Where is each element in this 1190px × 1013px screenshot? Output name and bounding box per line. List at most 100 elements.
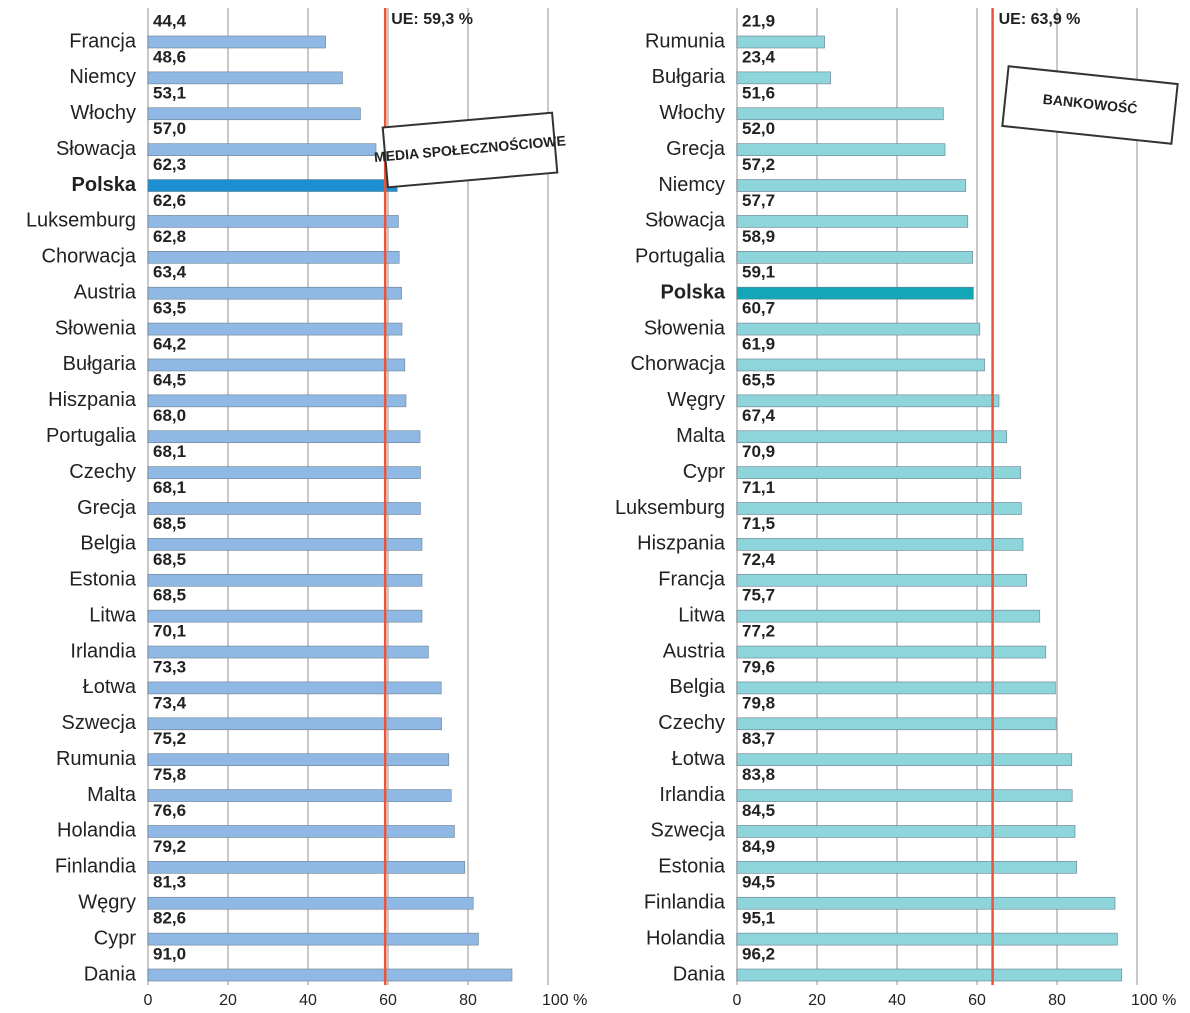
x-tick-label: 80 [1048,992,1066,1009]
bar [736,251,973,264]
bar [736,466,1021,479]
category-label: Szwecja [651,820,726,842]
bar [736,179,967,192]
category-label: Dania [673,963,726,985]
x-tick-label: 100 % [1131,992,1176,1009]
bar [147,466,421,479]
sticker-box [381,111,559,189]
value-label: 52,0 [742,119,775,138]
bar [736,502,1022,515]
x-tick-label: 100 % [542,992,587,1009]
bar [147,358,406,372]
category-label: Estonia [69,569,137,591]
bar [147,538,423,551]
category-label: Szwecja [62,712,137,734]
bar [736,825,1076,838]
bar [736,71,831,85]
bar [147,681,442,695]
category-label: Węgry [667,389,725,411]
reference-label: UE: 63,9 % [999,11,1081,28]
bar [147,107,361,121]
value-label: 75,8 [153,765,186,784]
bar [736,789,1073,802]
value-label: 64,2 [153,334,186,353]
value-label: 64,5 [153,370,186,389]
bar [736,322,981,336]
bar [736,430,1007,444]
category-label: Czechy [658,712,725,734]
value-label: 84,5 [742,801,775,820]
category-label: Dania [84,963,137,985]
category-label: Cypr [683,461,726,483]
category-label: Irlandia [70,640,136,662]
value-label: 79,6 [742,657,775,676]
x-tick-label: 60 [379,992,397,1009]
value-label: 44,4 [153,11,187,30]
value-label: 73,3 [153,657,186,676]
category-label: Hiszpania [637,533,726,555]
value-label: 48,6 [153,47,186,66]
category-label: Czechy [69,461,136,483]
bar [147,35,326,49]
value-label: 94,5 [742,873,775,892]
category-label: Belgia [669,676,725,698]
category-label: Estonia [658,856,726,878]
category-label: Grecja [77,497,137,519]
category-label: Belgia [80,533,136,555]
bar [736,753,1073,766]
x-tick-label: 80 [459,992,477,1009]
category-label: Łotwa [672,748,726,770]
value-label: 53,1 [153,83,186,102]
category-label: Chorwacja [42,246,137,268]
bar [736,932,1118,946]
category-label: Finlandia [55,856,137,878]
value-label: 76,6 [153,801,186,820]
value-label: 63,5 [153,299,186,318]
category-label: Portugalia [46,425,137,447]
category-label: Portugalia [635,246,726,268]
bar [147,825,455,838]
bar [147,394,407,408]
bar [736,358,985,372]
category-label: Polska [72,174,137,196]
category-label: Grecja [666,138,726,160]
category-label: Luksemburg [615,497,725,519]
bar [736,35,825,49]
value-label: 68,5 [153,514,186,533]
x-tick-label: 40 [888,992,906,1009]
category-label: Włochy [659,102,725,124]
value-label: 70,1 [153,622,186,641]
category-label: Łotwa [83,676,137,698]
category-label: Włochy [70,102,136,124]
value-label: 68,0 [153,406,186,425]
value-label: 60,7 [742,299,775,318]
value-label: 67,4 [742,406,776,425]
value-label: 59,1 [742,263,775,282]
category-label: Malta [676,425,726,447]
value-label: 79,8 [742,693,775,712]
sticker: MEDIA SPOŁECZNOŚCIOWE [373,111,566,189]
value-label: 82,6 [153,909,186,928]
value-label: 81,3 [153,873,186,892]
bar [147,609,423,623]
bar [736,215,969,228]
value-label: 68,5 [153,586,186,605]
category-label: Węgry [78,892,136,914]
value-label: 83,7 [742,729,775,748]
bar [736,286,974,300]
value-label: 79,2 [153,837,186,856]
value-label: 71,1 [742,478,775,497]
bar [147,502,421,515]
bar [736,968,1123,982]
bar [147,286,402,300]
x-tick-label: 20 [808,992,826,1009]
value-label: 73,4 [153,693,187,712]
x-tick-label: 0 [144,992,153,1009]
bar [147,179,398,192]
category-label: Hiszpania [48,389,137,411]
category-label: Litwa [89,604,137,626]
category-label: Słowenia [644,317,726,339]
value-label: 57,0 [153,119,186,138]
category-label: Luksemburg [26,210,136,232]
category-label: Rumunia [645,30,726,52]
